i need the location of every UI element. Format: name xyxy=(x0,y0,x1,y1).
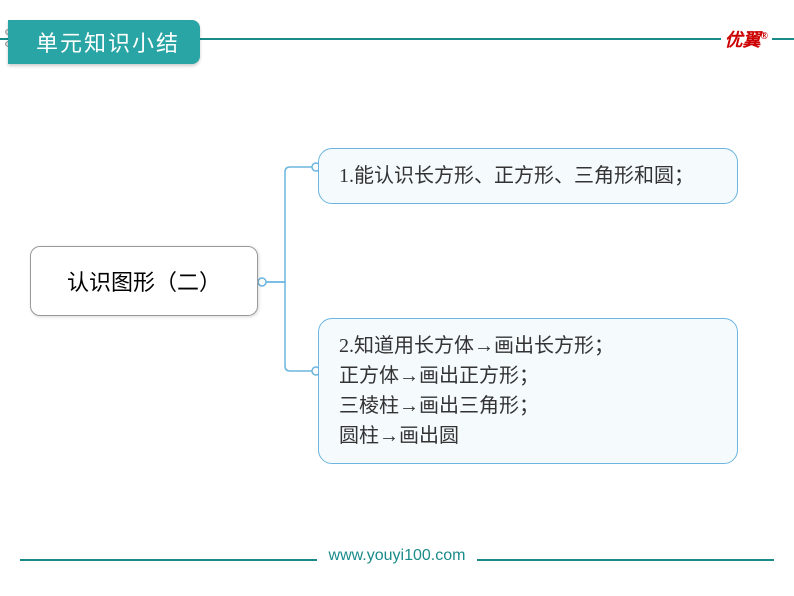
footer-line-left xyxy=(20,559,320,561)
child-2-line-2: 正方体→画出正方形； xyxy=(339,361,717,391)
brand-logo-text: 优翼 xyxy=(725,30,761,50)
brand-logo-mark: ® xyxy=(761,31,768,42)
footer-line-right xyxy=(474,559,774,561)
root-node: 认识图形（二） xyxy=(30,246,258,316)
child-2-line-4: 圆柱→画出圆 xyxy=(339,421,717,451)
root-node-label: 认识图形（二） xyxy=(67,265,221,297)
header-title: 单元知识小结 xyxy=(36,31,180,56)
brand-logo: 优翼® xyxy=(721,26,772,52)
child-node-2: 2.知道用长方体→画出长方形； 正方体→画出正方形； 三棱柱→画出三角形； 圆柱… xyxy=(318,318,738,464)
mindmap-diagram: 认识图形（二） 1.能认识长方形、正方形、三角形和圆； 2.知道用长方体→画出长… xyxy=(0,100,794,536)
header-title-tab: 单元知识小结 xyxy=(8,20,200,64)
child-node-1: 1.能认识长方形、正方形、三角形和圆； xyxy=(318,148,738,204)
child-1-text: 1.能认识长方形、正方形、三角形和圆； xyxy=(339,165,694,187)
footer-bar: www.youyi100.com xyxy=(0,547,794,571)
child-2-line-3: 三棱柱→画出三角形； xyxy=(339,391,717,421)
footer-url: www.youyi100.com xyxy=(317,547,478,565)
header-bar: 单元知识小结 优翼® xyxy=(0,20,794,56)
child-2-line-1: 2.知道用长方体→画出长方形； xyxy=(339,331,717,361)
